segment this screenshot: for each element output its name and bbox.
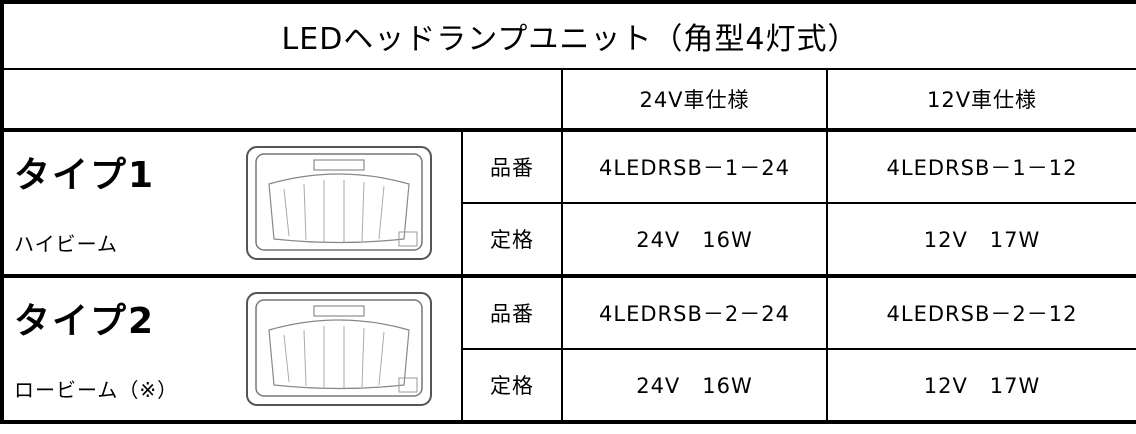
value-cell: 12V 17W [825,202,1136,277]
data-row: タイプ2 ロービーム（※） 品番 4LEDRSB－2－24 4LEDRSB－2－12 [1,275,1136,423]
column-header: 12V車仕様 [825,68,1136,131]
row-label: 定格 [461,202,563,277]
value-cell: 12V 17W [825,348,1136,423]
type-subtitle: ハイビーム [14,232,118,256]
lamp-image [246,292,432,406]
value-cell: 4LEDRSB－1－12 [825,129,1136,204]
type-cell: タイプ2 ロービーム（※） [1,275,463,423]
data-row: 定格 24V 16W 12V 17W [2,202,1136,277]
table-title: LEDヘッドランプユニット（角型4灯式） [0,1,1136,70]
type-name: タイプ2 [14,301,156,342]
row-label: 定格 [461,348,563,423]
row-label: 品番 [461,129,563,204]
spec-table: LEDヘッドランプユニット（角型4灯式） 24V車仕様 12V車仕様 タイプ1 ハ… [0,0,1136,424]
row-label: 品番 [461,275,563,350]
value-cell: 4LEDRSB－2－12 [825,275,1136,350]
value-cell: 24V 16W [561,202,828,277]
type-name: タイプ1 [14,155,156,196]
data-row: タイプ1 ハイビーム 品番 4LEDRSB－1－24 4LEDRSB－1－12 [1,129,1136,277]
type-cell: タイプ1 ハイビーム [1,129,463,277]
type-subtitle: ロービーム（※） [14,378,179,402]
header-row: 24V車仕様 12V車仕様 [1,68,1136,131]
value-cell: 4LEDRSB－1－24 [561,129,828,204]
value-cell: 24V 16W [561,348,828,423]
data-row: 定格 24V 16W 12V 17W [2,348,1136,423]
title-row: LEDヘッドランプユニット（角型4灯式） [0,1,1136,70]
blank-cell [1,68,563,131]
column-header: 24V車仕様 [561,68,828,131]
value-cell: 4LEDRSB－2－24 [561,275,828,350]
table-body: タイプ1 ハイビーム 品番 4LEDRSB－1－24 4LEDRSB－1－12 定格 24… [1,129,1136,423]
lamp-image [246,146,432,260]
